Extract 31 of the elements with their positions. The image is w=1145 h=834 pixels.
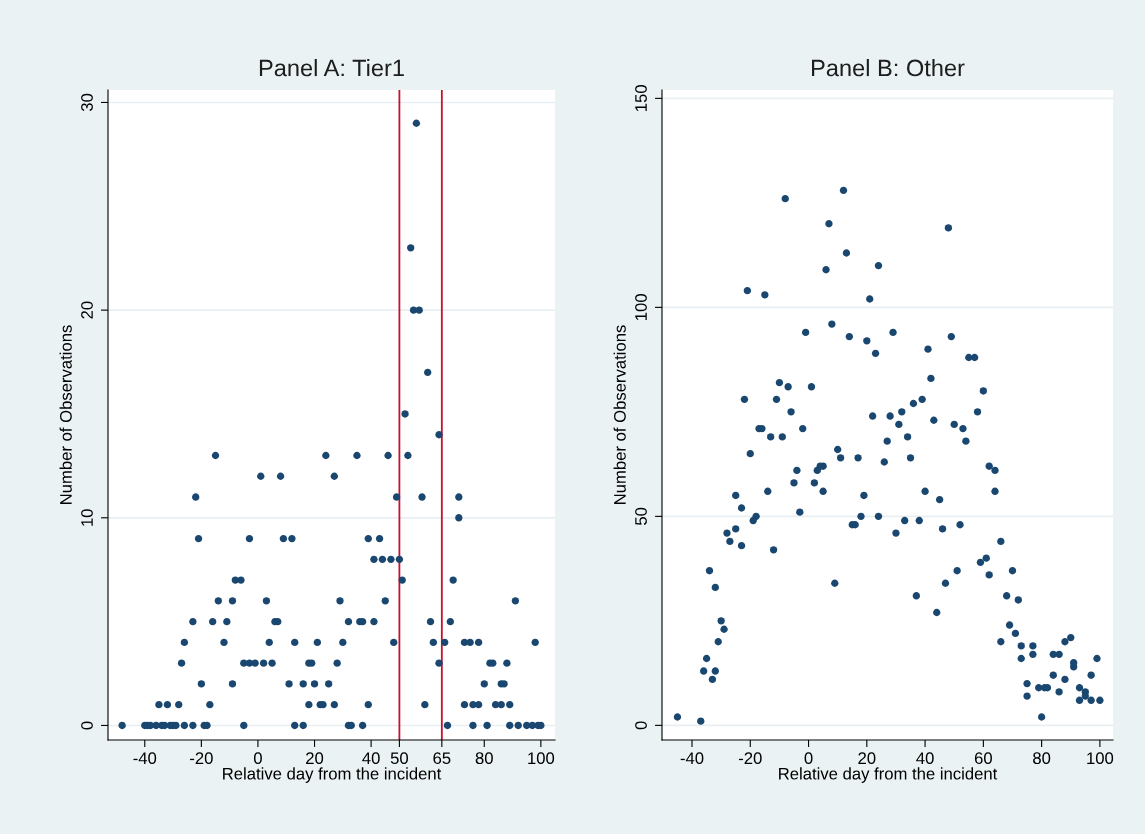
chart-title: Panel A: Tier1 <box>259 59 404 77</box>
y-tick-label: 150 <box>635 85 647 111</box>
y-axis-title: Number of Observations <box>59 325 72 504</box>
x-tick-label: -40 <box>680 752 704 765</box>
x-tick-label: 65 <box>433 752 451 765</box>
chart-title: Panel B: Other <box>812 59 965 77</box>
x-tick-label: 50 <box>390 752 409 765</box>
x-tick-label: 40 <box>916 752 934 765</box>
x-tick-label: -40 <box>133 752 157 765</box>
y-axis-title: Number of Observations <box>613 325 626 504</box>
y-tick-label: 100 <box>635 294 647 320</box>
x-tick-label: 40 <box>362 752 380 765</box>
x-tick-label: 0 <box>804 752 813 765</box>
x-tick-label: 100 <box>1087 752 1114 765</box>
x-tick-label: 0 <box>253 752 262 765</box>
x-tick-label: 80 <box>1033 752 1051 765</box>
x-tick-label: 80 <box>475 752 493 765</box>
y-tick-label: 30 <box>81 93 93 112</box>
y-tick-label: 50 <box>635 507 647 525</box>
x-tick-label: -20 <box>190 752 213 765</box>
x-tick-label: 20 <box>858 752 876 765</box>
x-axis-title: Relative day from the incident <box>223 767 442 783</box>
x-tick-label: 100 <box>528 752 555 765</box>
x-tick-label: 20 <box>306 752 324 765</box>
y-tick-label: 0 <box>81 721 93 730</box>
x-tick-label: 60 <box>974 752 992 765</box>
x-tick-label: -20 <box>738 752 762 765</box>
y-tick-label: 20 <box>81 301 93 319</box>
y-tick-label: 10 <box>81 509 93 526</box>
y-tick-label: 0 <box>635 721 647 730</box>
x-axis-title: Relative day from the incident <box>779 767 998 783</box>
